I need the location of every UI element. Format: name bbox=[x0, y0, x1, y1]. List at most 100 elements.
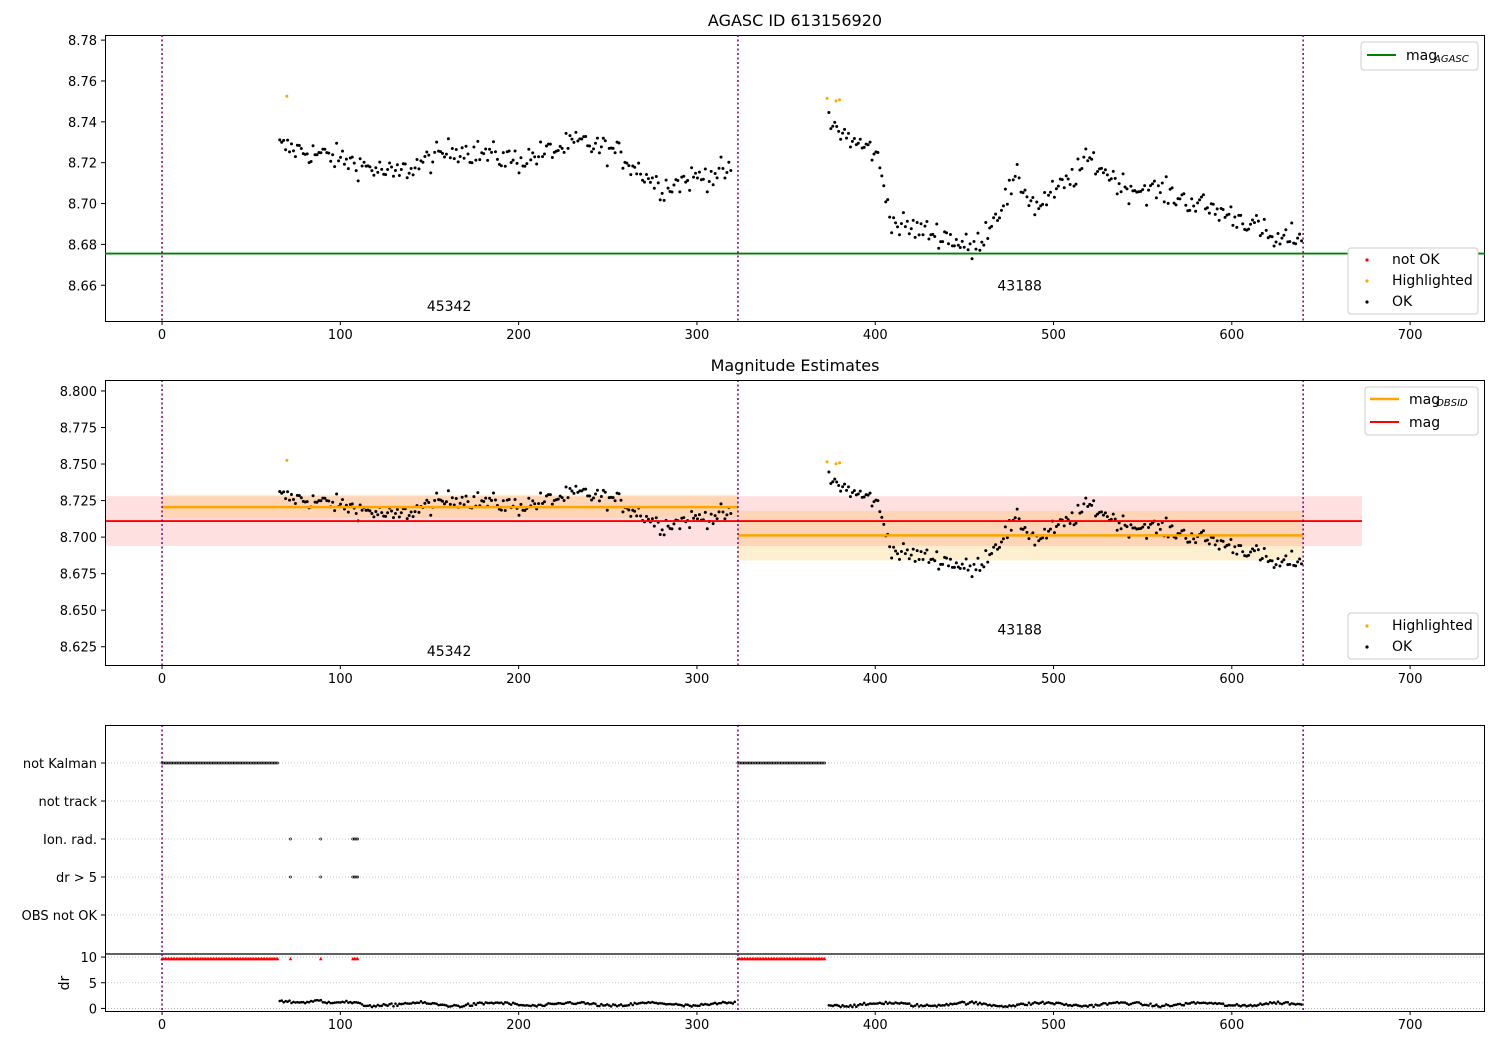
ok-point bbox=[315, 153, 319, 157]
ok-point bbox=[289, 142, 293, 146]
ok-point bbox=[1064, 515, 1068, 519]
ok-point bbox=[1017, 176, 1021, 180]
ok-point bbox=[1207, 542, 1211, 546]
ok-point bbox=[595, 136, 599, 140]
flag-point bbox=[173, 761, 177, 765]
ok-point bbox=[1178, 197, 1182, 201]
flag-label-4: OBS not OK bbox=[22, 909, 98, 924]
dr-point bbox=[1102, 1001, 1105, 1005]
dr-point bbox=[1031, 1002, 1035, 1005]
ok-point bbox=[1103, 168, 1107, 172]
ok-point bbox=[588, 144, 592, 148]
ok-point bbox=[537, 502, 541, 506]
ok-point bbox=[1084, 147, 1088, 151]
dr-point bbox=[462, 1004, 466, 1008]
dr-point bbox=[474, 1003, 478, 1007]
dr-point bbox=[1227, 1003, 1231, 1007]
flag-point bbox=[239, 761, 243, 765]
ok-point bbox=[466, 500, 470, 504]
dr-point bbox=[507, 1002, 511, 1005]
dr-point bbox=[1239, 1005, 1243, 1008]
dr-point bbox=[1221, 1002, 1225, 1006]
dr-point bbox=[902, 1002, 905, 1005]
ok-point bbox=[517, 171, 521, 175]
panel2-obsid-label-2: 43188 bbox=[997, 622, 1042, 638]
dr-point bbox=[709, 1002, 713, 1006]
ok-point bbox=[1260, 557, 1264, 561]
ok-point bbox=[697, 170, 701, 174]
ok-point bbox=[570, 137, 574, 141]
dr-point bbox=[670, 1003, 674, 1006]
ok-point bbox=[397, 515, 401, 519]
panel2-xtick-label: 300 bbox=[685, 672, 710, 687]
dr-point bbox=[731, 1002, 735, 1005]
ok-point bbox=[297, 143, 301, 147]
ok-point bbox=[411, 515, 415, 519]
dr-point bbox=[490, 1001, 493, 1005]
ok-point bbox=[1145, 203, 1149, 207]
ok-point bbox=[1215, 207, 1219, 211]
ok-point bbox=[843, 482, 847, 486]
dr-point bbox=[1143, 1003, 1146, 1007]
ok-point bbox=[976, 231, 980, 235]
ok-point bbox=[1227, 543, 1231, 547]
ok-point bbox=[1064, 174, 1068, 178]
ok-point bbox=[1009, 192, 1013, 196]
ok-point bbox=[1196, 201, 1200, 205]
dr-point bbox=[682, 1004, 686, 1008]
ok-point bbox=[1211, 202, 1215, 206]
ok-point bbox=[1258, 234, 1262, 238]
ok-point bbox=[1115, 528, 1119, 532]
ok-point bbox=[403, 162, 407, 166]
ok-point bbox=[711, 522, 715, 526]
ok-point bbox=[1021, 191, 1025, 195]
ok-point bbox=[829, 482, 833, 486]
dr-point bbox=[305, 1000, 309, 1004]
dr-point bbox=[1176, 1002, 1180, 1006]
ok-point bbox=[833, 477, 837, 481]
ok-point bbox=[839, 137, 843, 141]
flag-point bbox=[779, 761, 783, 765]
dr-point bbox=[500, 1001, 503, 1004]
dr-point bbox=[1266, 1002, 1270, 1006]
dr-point bbox=[360, 1003, 364, 1006]
ok-point bbox=[407, 513, 411, 517]
ok-point bbox=[603, 139, 607, 143]
ok-point bbox=[1011, 178, 1015, 182]
dr-point bbox=[1045, 1001, 1048, 1005]
ok-point bbox=[599, 145, 603, 149]
ok-point bbox=[721, 166, 725, 170]
dr-point bbox=[556, 1001, 560, 1005]
dr-point bbox=[407, 1002, 411, 1005]
ok-point bbox=[407, 171, 411, 175]
dr-point bbox=[696, 1004, 699, 1008]
dr-point bbox=[694, 1004, 697, 1007]
dr-point bbox=[454, 1004, 458, 1007]
flag-point bbox=[221, 761, 225, 765]
ok-point bbox=[1052, 531, 1056, 535]
ok-point bbox=[1003, 525, 1007, 529]
ok-point bbox=[1235, 552, 1239, 556]
dr-point bbox=[841, 1004, 844, 1007]
ok-point bbox=[617, 141, 621, 145]
dr-point bbox=[1060, 1002, 1064, 1006]
ok-point bbox=[293, 155, 297, 159]
dr-point bbox=[829, 1004, 833, 1007]
ok-point bbox=[1070, 167, 1074, 171]
dr-point bbox=[553, 1002, 556, 1006]
dr-point bbox=[868, 1002, 872, 1005]
ok-point bbox=[288, 498, 292, 502]
ok-point bbox=[1072, 184, 1076, 188]
ok-point bbox=[1270, 235, 1274, 239]
ok-point bbox=[1029, 199, 1033, 203]
ok-point bbox=[597, 499, 601, 503]
ok-point bbox=[1221, 539, 1225, 543]
ok-point bbox=[562, 499, 566, 503]
dr-point bbox=[378, 1004, 382, 1008]
ok-point bbox=[1239, 213, 1243, 217]
dr-point bbox=[1219, 1002, 1223, 1005]
dr-point bbox=[1135, 1000, 1139, 1004]
ok-point bbox=[1207, 211, 1211, 215]
ok-point bbox=[592, 147, 596, 151]
panel2-xtick-label: 100 bbox=[328, 672, 353, 687]
